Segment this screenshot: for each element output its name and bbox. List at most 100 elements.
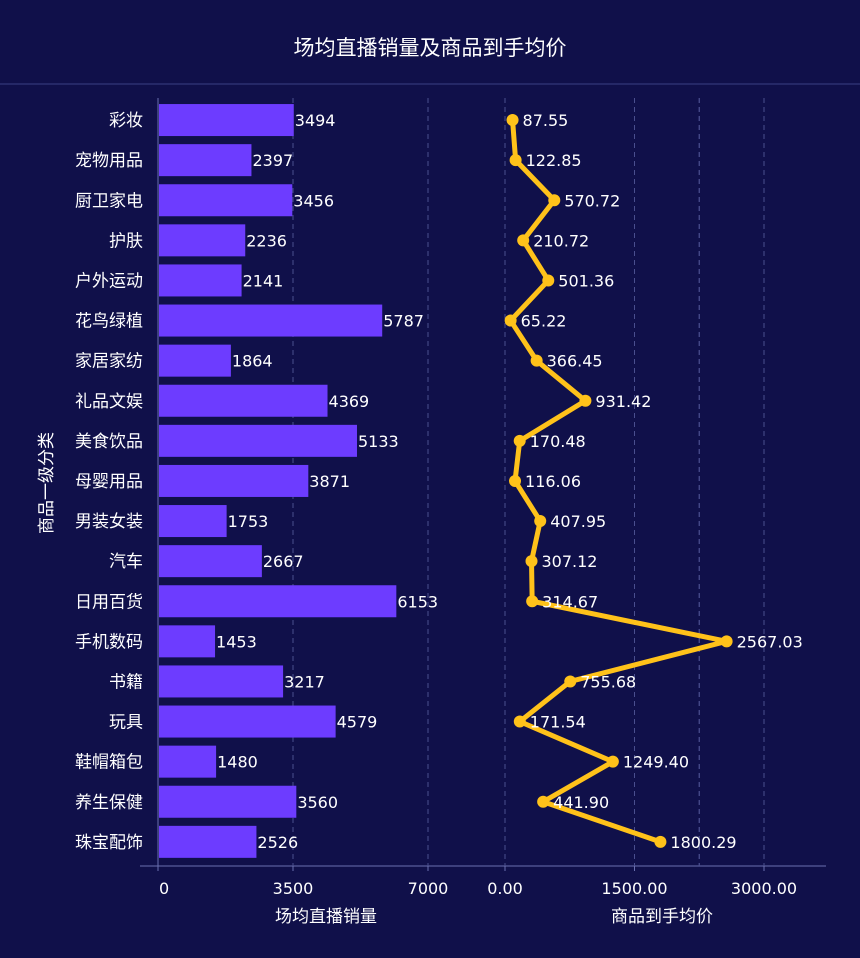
category-label-10: 母婴用品 (75, 472, 143, 492)
line-x-axis-title: 商品到手均价 (611, 907, 713, 927)
category-label-7: 家居家纺 (75, 352, 143, 372)
bar-9 (159, 424, 357, 457)
bar-18 (159, 785, 297, 818)
price-point-2 (509, 154, 522, 167)
category-label-15: 书籍 (109, 672, 143, 692)
bar-value-label-19: 2526 (257, 833, 298, 852)
bar-value-label-16: 4579 (337, 713, 378, 732)
price-point-4 (517, 234, 530, 247)
price-value-label-9: 170.48 (530, 432, 586, 451)
bar-value-label-6: 5787 (383, 312, 424, 331)
price-point-3 (548, 194, 561, 207)
category-label-2: 宠物用品 (75, 151, 143, 171)
bar-x-axis-title: 场均直播销量 (275, 907, 377, 927)
bar-2 (159, 144, 252, 177)
price-point-11 (534, 515, 547, 528)
price-value-label-13: 314.67 (542, 592, 598, 611)
bar-7 (159, 344, 231, 377)
price-point-1 (506, 114, 519, 127)
price-point-10 (509, 474, 522, 487)
category-label-18: 养生保健 (75, 793, 143, 813)
price-point-19 (654, 835, 667, 848)
line-x-tick-1: 1500.00 (601, 879, 667, 898)
line-x-tick-2: 3000.00 (731, 879, 797, 898)
price-value-label-1: 87.55 (523, 111, 569, 130)
price-point-7 (530, 354, 543, 367)
bar-value-label-8: 4369 (329, 392, 370, 411)
category-label-5: 户外运动 (75, 271, 143, 291)
price-point-5 (542, 274, 555, 287)
price-value-label-8: 931.42 (595, 392, 651, 411)
price-value-label-11: 407.95 (550, 512, 606, 531)
category-label-12: 汽车 (109, 552, 143, 572)
bar-12 (159, 545, 262, 578)
bar-1 (159, 104, 294, 137)
price-value-label-16: 171.54 (530, 713, 586, 732)
price-point-6 (504, 314, 517, 327)
bar-4 (159, 224, 246, 257)
bar-x-tick-2: 7000 (408, 879, 449, 898)
price-point-8 (579, 394, 592, 407)
price-point-15 (564, 675, 577, 688)
bar-16 (159, 705, 336, 738)
bar-value-label-7: 1864 (232, 352, 273, 371)
price-value-label-5: 501.36 (558, 271, 614, 290)
price-value-label-4: 210.72 (533, 231, 589, 250)
bar-6 (159, 304, 383, 337)
category-label-14: 手机数码 (75, 632, 143, 652)
price-value-label-7: 366.45 (547, 352, 603, 371)
bar-value-label-15: 3217 (284, 672, 325, 691)
price-value-label-17: 1249.40 (623, 753, 689, 772)
category-label-9: 美食饮品 (75, 432, 143, 452)
category-label-19: 珠宝配饰 (75, 833, 143, 853)
price-value-label-15: 755.68 (580, 672, 636, 691)
price-point-9 (513, 434, 526, 447)
category-label-11: 男装女装 (75, 512, 143, 532)
price-value-label-10: 116.06 (525, 472, 581, 491)
line-x-tick-0: 0.00 (487, 879, 523, 898)
price-point-14 (720, 635, 733, 648)
price-point-18 (537, 795, 550, 808)
bar-value-label-1: 3494 (295, 111, 336, 130)
price-point-12 (525, 555, 538, 568)
price-point-13 (526, 595, 539, 608)
category-label-17: 鞋帽箱包 (75, 753, 143, 773)
bar-14 (159, 625, 216, 658)
bar-value-label-4: 2236 (246, 231, 287, 250)
bar-value-label-14: 1453 (216, 632, 257, 651)
bar-value-label-10: 3871 (309, 472, 350, 491)
bar-5 (159, 264, 242, 297)
bar-13 (159, 585, 397, 618)
bar-10 (159, 464, 309, 497)
category-label-4: 护肤 (109, 231, 143, 251)
bar-15 (159, 665, 284, 698)
category-label-6: 花鸟绿植 (75, 312, 143, 332)
bar-value-label-2: 2397 (252, 151, 293, 170)
bar-11 (159, 505, 227, 538)
category-label-8: 礼品文娱 (75, 392, 143, 412)
category-label-layer: 彩妆宠物用品厨卫家电护肤户外运动花鸟绿植家居家纺礼品文娱美食饮品母婴用品男装女装… (75, 111, 143, 853)
category-label-16: 玩具 (109, 713, 143, 733)
chart-title: 场均直播销量及商品到手均价 (294, 36, 567, 60)
bar-series-layer: 3494 2397 3456 2236 2141 5787 1864 4369 5133 3871… (159, 104, 438, 858)
bar-value-label-13: 6153 (397, 592, 438, 611)
bar-19 (159, 825, 257, 858)
category-label-3: 厨卫家电 (75, 191, 143, 211)
bar-x-tick-0: 0 (159, 879, 169, 898)
tick-label-layer: 0 3500 7000 0.00 1500.00 3000.00 (159, 879, 797, 898)
price-value-label-6: 65.22 (521, 312, 567, 331)
line-series-layer: 87.55 122.85 570.72 210.72 501.36 65.22 366.45… (504, 111, 803, 852)
bar-value-label-12: 2667 (263, 552, 304, 571)
price-point-17 (606, 755, 619, 768)
price-value-label-2: 122.85 (526, 151, 582, 170)
price-value-label-3: 570.72 (564, 191, 620, 210)
price-point-16 (513, 715, 526, 728)
category-label-1: 彩妆 (109, 111, 143, 131)
price-value-label-14: 2567.03 (737, 632, 803, 651)
bar-value-label-11: 1753 (228, 512, 269, 531)
bar-8 (159, 384, 328, 417)
bar-17 (159, 745, 217, 778)
grid-layer (140, 98, 826, 871)
price-value-label-18: 441.90 (553, 793, 609, 812)
